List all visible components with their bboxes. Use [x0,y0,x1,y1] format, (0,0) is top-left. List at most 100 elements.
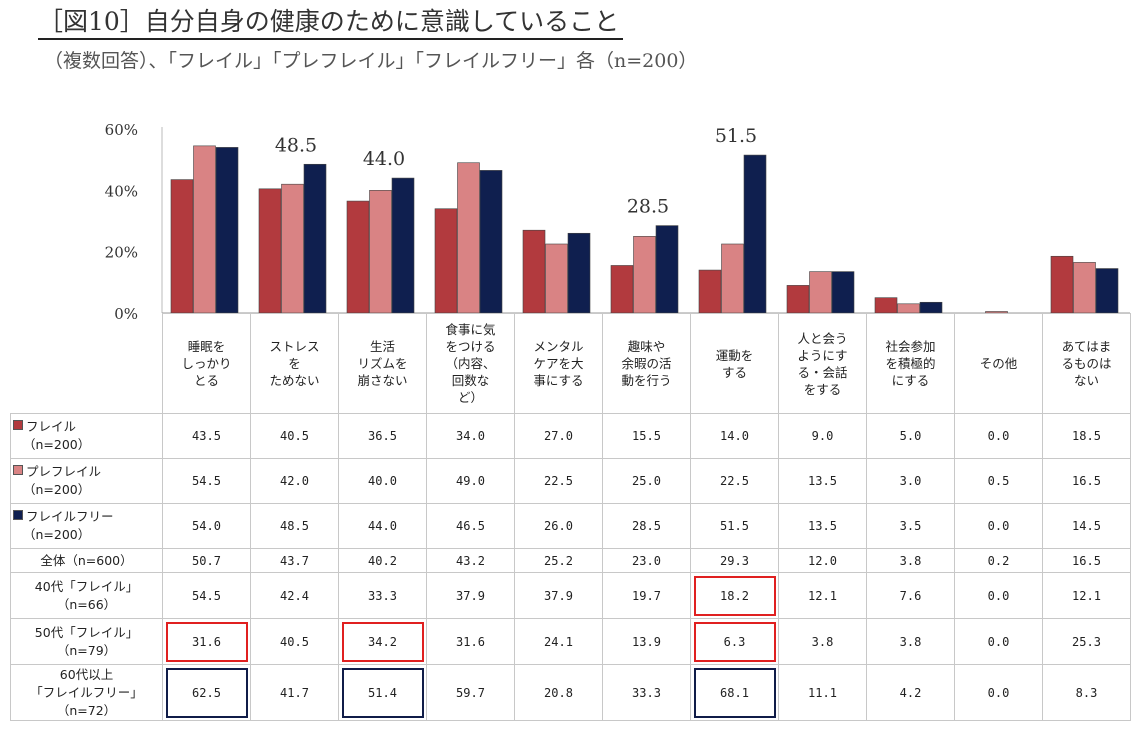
row-label-line: （n=72） [56,702,117,718]
row-label: 40代「フレイル」 （n=66） [10,572,163,619]
table-cell: 42.0 [250,458,339,504]
category-label-line: する [721,364,747,380]
category-label-line: 趣味や [627,339,666,354]
table-cell: 4.2 [866,664,955,721]
table-cell: 23.0 [602,548,691,573]
category-label: 人と会う ようにす る・会話 をする [778,313,867,414]
table-cell: 13.9 [602,618,691,665]
table-cell: 34.0 [426,413,515,459]
table-cell: 3.8 [866,618,955,665]
table-cell: 27.0 [514,413,603,459]
row-label: フレイルフリー （n=200） [10,503,163,549]
table-cell: 40.2 [338,548,427,573]
bar-1-4 [545,243,568,314]
table-cell: 33.3 [602,664,691,721]
row-label: フレイル （n=200） [10,413,163,459]
row-label-line: 「フレイルフリー」 [30,684,143,700]
bar-1-2 [369,190,392,314]
table-cell: 0.5 [954,458,1043,504]
bar-0-0 [170,179,194,314]
chart-title: ［図10］自分自身の健康のために意識していること [38,6,624,40]
row-label-line: 40代「フレイル」 [34,578,139,594]
category-label: 社会参加 を積極的 にする [866,313,955,414]
table-cell: 20.8 [514,664,603,721]
row-label: 60代以上「フレイルフリー」 （n=72） [10,664,163,721]
table-cell: 50.7 [162,548,251,573]
category-label-line: ようにす [797,347,848,363]
table-cell: 43.2 [426,548,515,573]
table-cell: 26.0 [514,503,603,549]
bar-2-5 [655,225,679,314]
category-label-line: るものは [1061,356,1112,371]
table-cell: 0.0 [954,664,1043,721]
bar-2-10 [1095,268,1119,314]
table-cell: 12.0 [778,548,867,573]
table-cell: 19.7 [602,572,691,619]
row-label-line: 50代「フレイル」 [34,624,139,640]
legend-swatch [13,510,23,520]
category-label-line: 食事に気 [445,322,496,337]
row-label-line: 60代以上 [59,666,114,682]
category-label-line: ケアを大 [533,356,584,371]
table-cell: 15.5 [602,413,691,459]
y-tick-label: 20% [105,244,138,262]
table-cell: 0.0 [954,413,1043,459]
row-label: 50代「フレイル」 （n=79） [10,618,163,665]
table-cell: 22.5 [690,458,779,504]
legend-label: フレイルフリー [26,509,114,524]
legend-label: フレイル [26,419,77,434]
table-cell: 25.3 [1042,618,1131,665]
category-label: その他 [954,313,1043,414]
table-cell: 24.1 [514,618,603,665]
bar-1-10 [1073,262,1096,314]
bar-chart: 0%20%40%60%48.544.028.551.5 [105,121,1130,320]
table-cell: 43.7 [250,548,339,573]
table-cell: 12.1 [1042,572,1131,619]
bar-1-6 [721,243,744,314]
bar-0-3 [434,208,458,314]
category-label-line: 事にする [533,373,584,388]
table-cell: 40.5 [250,413,339,459]
category-label-line: をつける [445,339,496,354]
bar-2-7 [831,271,855,314]
table-cell: 51.5 [690,503,779,549]
bar-1-3 [457,162,480,314]
table-cell: 6.3 [690,618,779,665]
table-cell: 13.5 [778,458,867,504]
table-cell: 9.0 [778,413,867,459]
category-label-line: ない [1073,373,1099,388]
table-cell: 12.1 [778,572,867,619]
category-label-line: 崩さない [357,373,408,388]
category-label-line: 睡眠を [187,339,226,354]
table-cell: 28.5 [602,503,691,549]
chart-subtitle: （複数回答）、「フレイル」「プレフレイル」「フレイルフリー」各（n=200） [44,50,698,72]
table-cell: 48.5 [250,503,339,549]
table-cell: 41.7 [250,664,339,721]
table-cell: 5.0 [866,413,955,459]
table-corner [10,313,163,414]
table-cell: 62.5 [162,664,251,721]
table-cell: 11.1 [778,664,867,721]
bar-1-1 [281,183,304,314]
category-label-line: ためない [269,373,320,388]
data-label: 48.5 [275,134,317,156]
category-label: 運動を する [690,313,779,414]
bar-0-10 [1050,255,1074,314]
category-label-line: 社会参加 [885,339,936,354]
row-n: （n=200） [23,527,91,542]
legend-swatch [13,420,23,430]
bar-0-4 [522,229,546,314]
table-cell: 31.6 [162,618,251,665]
table-cell: 25.2 [514,548,603,573]
table-cell: 42.4 [250,572,339,619]
category-label-line: あてはま [1061,339,1112,354]
table-cell: 68.1 [690,664,779,721]
table-cell: 16.5 [1042,458,1131,504]
table-cell: 40.0 [338,458,427,504]
table-cell: 37.9 [426,572,515,619]
category-label: 睡眠を しっかり とる [162,313,251,414]
data-label: 44.0 [363,148,405,170]
bar-0-1 [258,188,282,314]
table-cell: 0.0 [954,503,1043,549]
category-label: 生活 リズムを 崩さない [338,313,427,414]
